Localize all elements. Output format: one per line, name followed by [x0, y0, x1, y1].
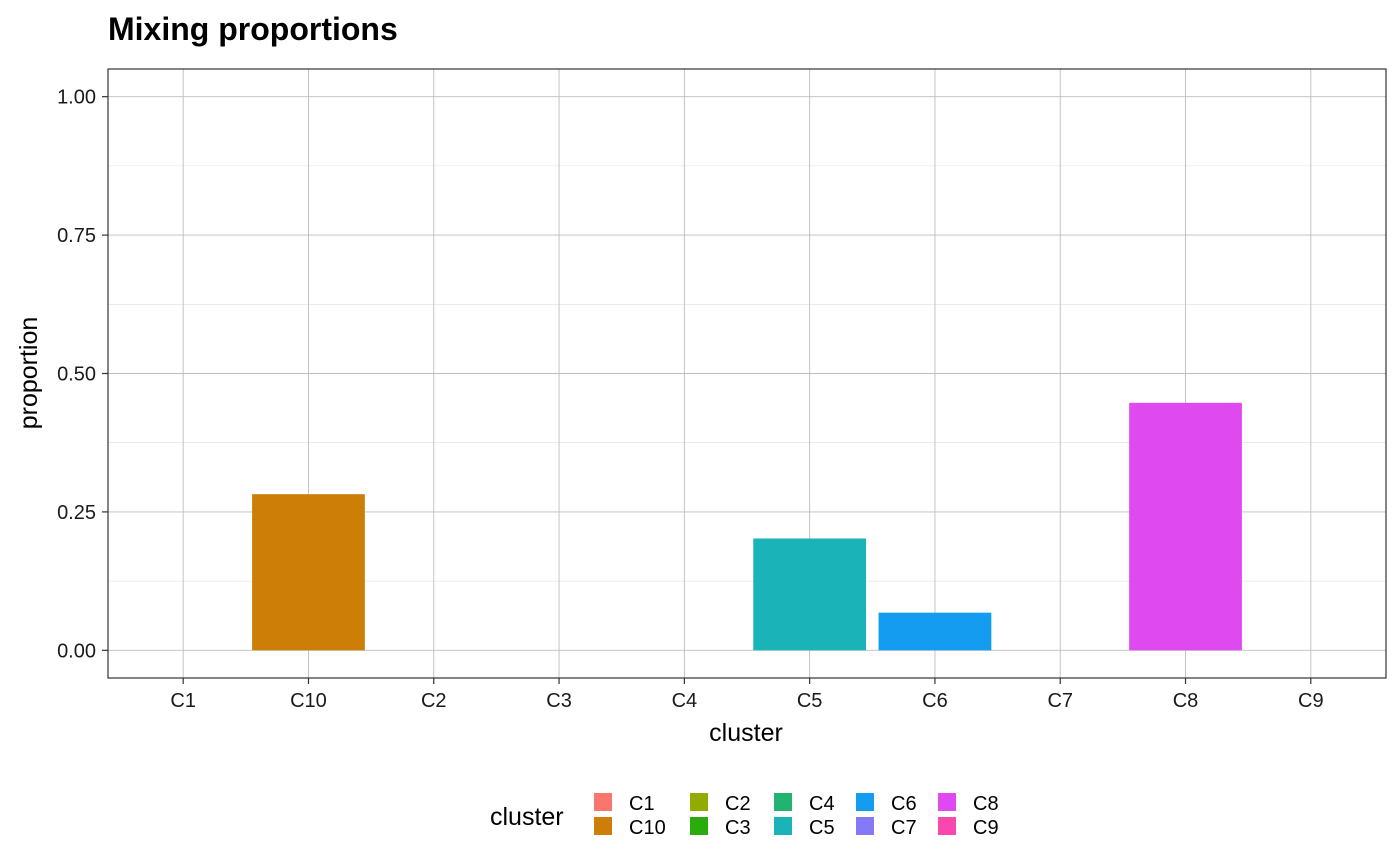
legend-title: cluster — [490, 803, 564, 831]
x-tick-label: C7 — [1047, 690, 1073, 712]
chart-title: Mixing proportions — [108, 11, 398, 47]
legend-label-c1: C1 — [629, 793, 655, 815]
x-tick-label: C3 — [546, 690, 572, 712]
legend-swatch-c1 — [594, 793, 612, 811]
x-tick-label: C10 — [290, 690, 327, 712]
legend-label-c6: C6 — [891, 793, 917, 815]
legend-label-c4: C4 — [809, 793, 835, 815]
y-tick-label: 1.00 — [57, 87, 96, 109]
x-axis-title: cluster — [709, 719, 783, 747]
legend-label-c10: C10 — [629, 817, 666, 839]
bar-c8 — [1129, 402, 1242, 651]
x-axis: C1 C10 C2 C3 C4 C5 C6 C7 C8 C9 — [170, 678, 1324, 712]
x-tick-label: C8 — [1173, 690, 1199, 712]
legend-label-c2: C2 — [725, 793, 751, 815]
legend-label-c8: C8 — [973, 793, 999, 815]
legend-swatch-c5 — [774, 817, 792, 835]
legend-swatch-c2 — [690, 793, 708, 811]
legend-label-c9: C9 — [973, 817, 999, 839]
legend-swatch-c3 — [690, 817, 708, 835]
legend-swatch-c4 — [774, 793, 792, 811]
legend-swatch-c10 — [594, 817, 612, 835]
x-tick-label: C1 — [170, 690, 196, 712]
x-tick-label: C2 — [421, 690, 447, 712]
legend-label-c5: C5 — [809, 817, 835, 839]
bar-c6 — [878, 612, 992, 651]
legend-swatch-c6 — [856, 793, 874, 811]
bar-c5 — [753, 538, 867, 651]
x-tick-label: C6 — [922, 690, 948, 712]
y-axis: 0.00 0.25 0.50 0.75 1.00 — [57, 87, 108, 662]
y-tick-label: 0.25 — [57, 502, 96, 524]
x-tick-label: C5 — [797, 690, 823, 712]
x-tick-label: C9 — [1298, 690, 1324, 712]
y-tick-label: 0.00 — [57, 640, 96, 662]
bars — [252, 402, 1242, 651]
legend-label-c7: C7 — [891, 817, 917, 839]
x-tick-label: C4 — [672, 690, 698, 712]
legend-label-c3: C3 — [725, 817, 751, 839]
bar-c10 — [252, 494, 365, 651]
legend-swatch-c9 — [938, 817, 956, 835]
legend-swatch-c8 — [938, 793, 956, 811]
y-axis-title: proportion — [15, 317, 43, 430]
y-tick-label: 0.75 — [57, 225, 96, 247]
legend-swatch-c7 — [856, 817, 874, 835]
y-tick-label: 0.50 — [57, 364, 96, 386]
